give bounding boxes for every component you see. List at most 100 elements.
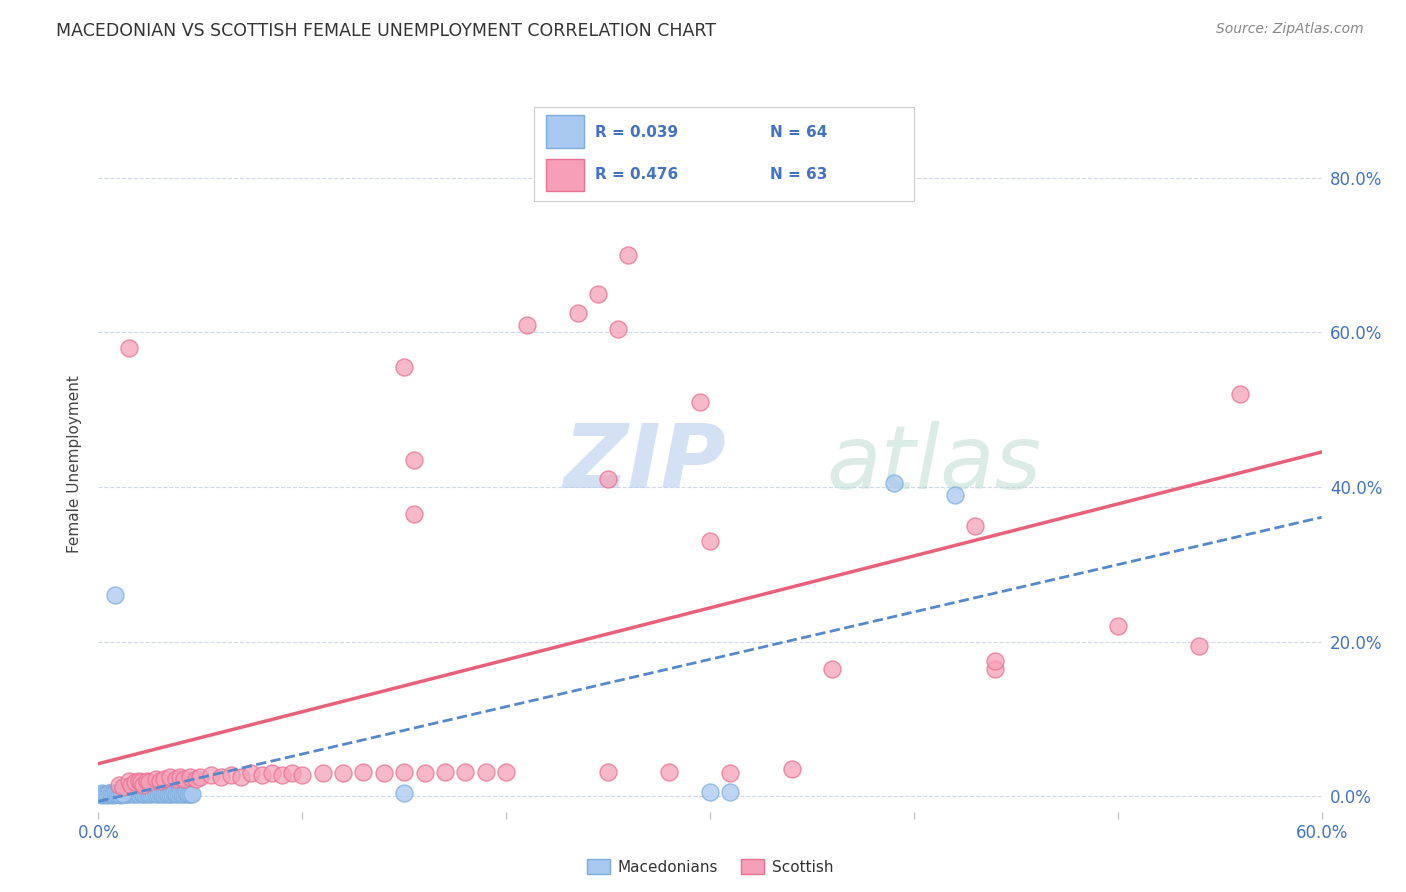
- Point: [181, 787, 204, 801]
- Point: [165, 772, 187, 787]
- Point: [163, 786, 186, 800]
- Point: [97, 787, 120, 801]
- Point: [111, 786, 134, 800]
- Point: [115, 787, 138, 801]
- Point: [516, 318, 538, 332]
- Point: [104, 786, 127, 800]
- Text: N = 63: N = 63: [769, 167, 827, 182]
- Point: [89, 787, 111, 801]
- Point: [128, 773, 150, 788]
- Point: [152, 772, 174, 787]
- Point: [1107, 619, 1129, 633]
- Point: [145, 787, 167, 801]
- Point: [136, 786, 159, 800]
- Point: [720, 784, 742, 798]
- Point: [96, 788, 118, 802]
- Point: [170, 787, 193, 801]
- Point: [100, 787, 122, 801]
- Point: [352, 764, 374, 779]
- Point: [101, 787, 124, 801]
- Point: [150, 787, 173, 801]
- Point: [169, 786, 191, 800]
- Point: [200, 767, 222, 781]
- Text: R = 0.476: R = 0.476: [595, 167, 678, 182]
- Point: [132, 778, 155, 792]
- Point: [658, 764, 681, 779]
- Point: [128, 787, 150, 801]
- Point: [1188, 639, 1211, 653]
- Point: [188, 770, 212, 784]
- Point: [111, 787, 134, 801]
- Point: [617, 248, 640, 262]
- Point: [250, 767, 273, 781]
- Point: [91, 788, 114, 802]
- Point: [105, 787, 128, 801]
- Point: [965, 518, 987, 533]
- Point: [177, 787, 200, 801]
- Point: [474, 764, 498, 779]
- Y-axis label: Female Unemployment: Female Unemployment: [67, 375, 83, 553]
- Point: [209, 770, 232, 784]
- Point: [270, 767, 294, 781]
- Point: [100, 787, 122, 801]
- Point: [404, 453, 426, 467]
- Point: [120, 786, 142, 800]
- Point: [240, 766, 263, 780]
- Text: R = 0.039: R = 0.039: [595, 125, 678, 140]
- Point: [122, 787, 145, 801]
- Point: [174, 786, 197, 800]
- Point: [108, 787, 131, 801]
- Point: [97, 786, 120, 800]
- Point: [120, 778, 142, 792]
- Point: [141, 787, 163, 801]
- Point: [159, 770, 181, 784]
- Point: [332, 766, 354, 780]
- Point: [142, 786, 165, 800]
- Point: [943, 488, 966, 502]
- Point: [984, 662, 1007, 676]
- Point: [219, 767, 242, 781]
- Point: [689, 395, 711, 409]
- Point: [159, 787, 181, 801]
- Point: [173, 772, 195, 787]
- Point: [104, 588, 127, 602]
- Point: [146, 787, 169, 801]
- Point: [145, 772, 167, 787]
- Point: [167, 787, 190, 801]
- Point: [105, 787, 128, 801]
- Point: [1229, 387, 1251, 401]
- Point: [118, 787, 141, 801]
- Point: [108, 787, 131, 801]
- Point: [186, 772, 208, 787]
- Point: [821, 662, 844, 676]
- Point: [110, 786, 132, 800]
- Point: [160, 787, 183, 801]
- Point: [607, 321, 630, 335]
- Point: [93, 787, 115, 801]
- Point: [291, 767, 314, 781]
- Point: [179, 787, 201, 801]
- Point: [93, 787, 115, 801]
- Point: [454, 764, 477, 779]
- Point: [434, 764, 457, 779]
- FancyBboxPatch shape: [546, 159, 583, 191]
- Point: [404, 507, 426, 521]
- Point: [567, 306, 589, 320]
- Point: [780, 762, 803, 776]
- Text: MACEDONIAN VS SCOTTISH FEMALE UNEMPLOYMENT CORRELATION CHART: MACEDONIAN VS SCOTTISH FEMALE UNEMPLOYME…: [56, 22, 716, 40]
- Point: [104, 786, 127, 800]
- Point: [97, 786, 120, 800]
- Point: [127, 786, 149, 800]
- Point: [149, 786, 172, 800]
- Point: [129, 786, 152, 800]
- Point: [96, 787, 118, 801]
- Point: [155, 786, 177, 800]
- Point: [720, 766, 742, 780]
- Point: [231, 770, 253, 784]
- Point: [260, 766, 283, 780]
- Point: [699, 534, 721, 549]
- Point: [699, 784, 721, 798]
- Point: [149, 773, 172, 788]
- Point: [108, 778, 131, 792]
- Point: [124, 775, 146, 789]
